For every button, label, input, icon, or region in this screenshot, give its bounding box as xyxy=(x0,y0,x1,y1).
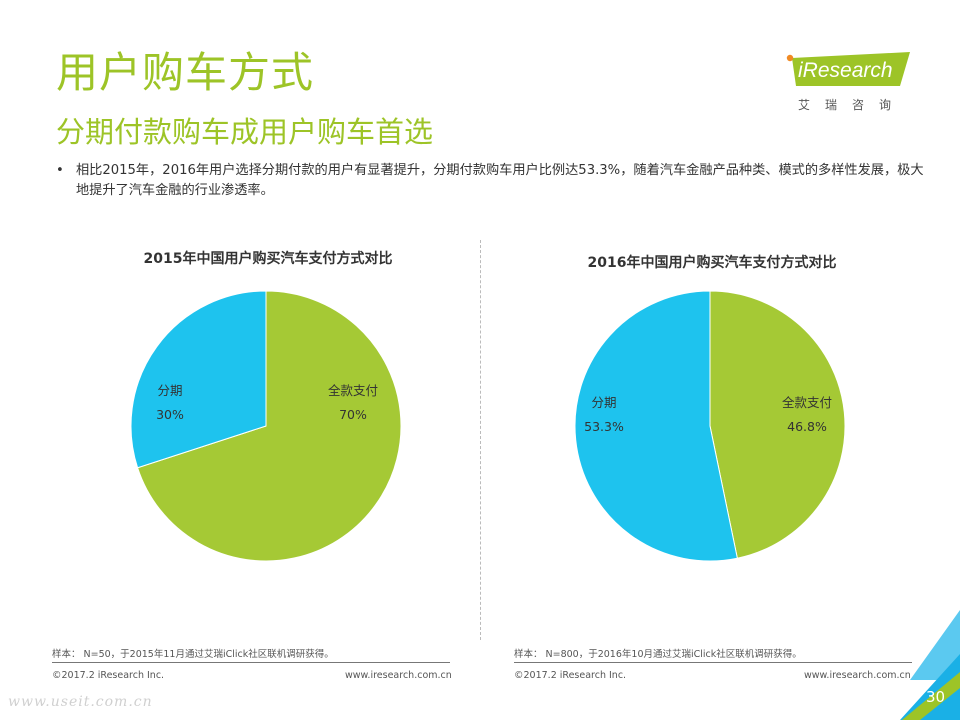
summary-text: 相比2015年，2016年用户选择分期付款的用户有显著提升，分期付款购车用户比例… xyxy=(76,163,924,198)
website-right: www.iresearch.com.cn xyxy=(804,670,911,681)
slice-label: 分期 xyxy=(591,395,616,410)
watermark: www.useit.com.cn xyxy=(8,694,153,710)
slice-value-label: 30% xyxy=(156,407,184,422)
page-title: 用户购车方式 xyxy=(56,48,315,97)
sample-note-2015: 样本： N=50，于2015年11月通过艾瑞iClick社区联机调研获得。 xyxy=(52,649,334,660)
sample-note-2016: 样本： N=800，于2016年10月通过艾瑞iClick社区联机调研获得。 xyxy=(514,649,802,660)
summary-bullet: • 相比2015年，2016年用户选择分期付款的用户有显著提升，分期付款购车用户… xyxy=(56,161,926,201)
slice-label: 全款支付 xyxy=(782,395,832,410)
copyright-right: ©2017.2 iResearch Inc. xyxy=(514,670,627,681)
iresearch-logo: iResearch 艾瑞咨询 xyxy=(782,52,922,112)
slice-label: 分期 xyxy=(157,383,182,398)
pie-slice-installment xyxy=(130,290,267,469)
corner-decoration xyxy=(900,610,960,720)
pie-slice-installment xyxy=(574,290,738,562)
slice-label: 全款支付 xyxy=(328,383,378,398)
logo-text: iResearch xyxy=(798,59,893,82)
pie-chart-2016: 全款支付 46.8% 分期 53.3% xyxy=(574,290,846,562)
logo-subtext: 艾瑞咨询 xyxy=(798,98,907,112)
page-number: 30 xyxy=(926,688,946,706)
chart-divider xyxy=(480,240,481,640)
chart-title-2016: 2016年中国用户购买汽车支付方式对比 xyxy=(587,255,837,271)
website-left: www.iresearch.com.cn xyxy=(345,670,452,681)
chart-2015: 2015年中国用户购买汽车支付方式对比 全款支付 70% 分期 30% xyxy=(48,240,488,640)
bullet-marker: • xyxy=(56,163,64,178)
slice-value-label: 53.3% xyxy=(584,419,624,434)
pie-chart-2015: 全款支付 70% 分期 30% xyxy=(130,290,402,562)
slice-value-label: 46.8% xyxy=(787,419,827,434)
footer-rule-left xyxy=(52,662,450,663)
copyright-left: ©2017.2 iResearch Inc. xyxy=(52,670,165,681)
slice-value-label: 70% xyxy=(339,407,367,422)
pie-slice-full-payment xyxy=(709,290,846,559)
chart-title-2015: 2015年中国用户购买汽车支付方式对比 xyxy=(143,251,393,267)
chart-2016: 2016年中国用户购买汽车支付方式对比 全款支付 46.8% 分期 53.3% xyxy=(492,240,932,640)
footer-rule-right xyxy=(514,662,912,663)
pie-slice-full-payment xyxy=(136,290,402,562)
logo-badge-shape xyxy=(786,52,910,86)
page-subtitle: 分期付款购车成用户购车首选 xyxy=(56,115,434,149)
